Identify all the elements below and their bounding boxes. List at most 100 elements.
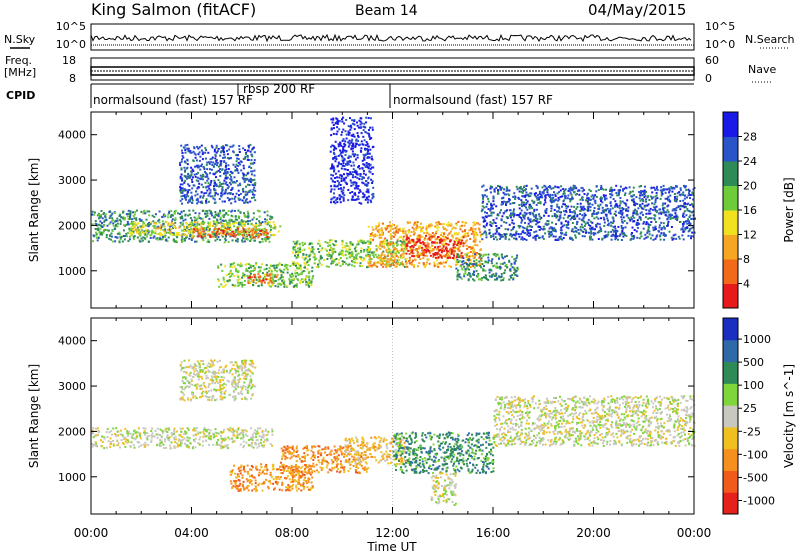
velocity-colorbar-tick-5: -100 — [743, 448, 768, 461]
date-title: 04/May/2015 — [588, 1, 686, 19]
freq-tick-high: 18 — [62, 54, 76, 67]
velocity-colorbar-segment-2 — [723, 449, 738, 471]
velocity-colorbar-segment-0 — [723, 492, 738, 514]
velocity-region-7 — [493, 395, 695, 447]
nsearch-label: N.Search — [745, 33, 795, 46]
power-colorbar-segment-5 — [723, 161, 738, 186]
freq-panel: Freq. [MHz] 18 8 60 0 Nave — [4, 54, 776, 85]
power-ytick-label-1: 2000 — [58, 219, 86, 232]
nsky-line — [91, 35, 691, 41]
velocity-colorbar-segment-5 — [723, 383, 738, 405]
power-panel: 1000 2000 3000 4000 Slant Range [km] 4 8 12 16… — [27, 112, 796, 309]
cpid-label: CPID — [6, 89, 35, 102]
power-colorbar-tick-5: 24 — [743, 155, 757, 168]
freq-label-line2: [MHz] — [4, 66, 36, 79]
velocity-region-1 — [179, 359, 256, 401]
velocity-colorbar-segment-3 — [723, 427, 738, 449]
nsky-trace — [91, 35, 694, 45]
velocity-colorbar-tick-7: -1000 — [743, 494, 775, 507]
power-colorbar-segment-6 — [723, 137, 738, 162]
velocity-data-cells — [91, 318, 695, 514]
cpid-segment-3: normalsound (fast) 157 RF — [393, 93, 553, 107]
power-colorbar-label: Power [dB] — [782, 177, 796, 242]
power-region-10 — [481, 185, 696, 241]
velocity-colorbar-tick-2: 100 — [743, 379, 764, 392]
nsky-tick-high: 10^5 — [56, 20, 86, 33]
time-tick-label-5: 20:00 — [576, 526, 611, 540]
velocity-region-0 — [91, 427, 273, 449]
velocity-region-4 — [344, 436, 406, 465]
velocity-region-6 — [431, 472, 457, 506]
velocity-colorbar-tick-1: 500 — [743, 356, 764, 369]
time-tick-labels: 00:00 04:00 08:00 12:00 16:00 20:00 00:00 — [74, 526, 712, 540]
power-region-11 — [330, 117, 375, 205]
power-region-0 — [91, 210, 273, 244]
time-axis-label: Time UT — [366, 540, 417, 554]
time-tick-label-1: 04:00 — [174, 526, 209, 540]
nsky-frame — [91, 24, 694, 50]
power-colorbar-tick-4: 20 — [743, 180, 757, 193]
cpid-row: CPID normalsound (fast) 157 RF rbsp 200 … — [6, 82, 694, 108]
velocity-region-2 — [229, 463, 313, 492]
velocity-colorbar-segment-6 — [723, 362, 738, 384]
velocity-colorbar-tick-6: -500 — [743, 471, 768, 484]
velocity-colorbar-segment-8 — [723, 318, 738, 340]
freq-tick-low: 8 — [69, 72, 76, 85]
time-tick-label-3: 12:00 — [375, 526, 410, 540]
power-region-9 — [455, 253, 519, 282]
power-ylabel: Slant Range [km] — [27, 158, 41, 262]
nsearch-tick-high: 10^5 — [705, 20, 735, 33]
nsky-panel: N.Sky 10^5 10^0 10^5 10^0 N.Search — [4, 20, 795, 51]
time-tick-label-0: 00:00 — [74, 526, 109, 540]
time-tick-label-6: 00:00 — [677, 526, 712, 540]
power-colorbar: 4 8 12 16 20 24 28 — [723, 112, 757, 309]
velocity-colorbar-tick-0: 1000 — [743, 333, 771, 346]
velocity-ytick-label-2: 3000 — [58, 380, 86, 393]
power-colorbar-tick-6: 28 — [743, 131, 757, 144]
power-colorbar-segment-2 — [723, 235, 738, 260]
velocity-colorbar-segment-7 — [723, 340, 738, 362]
velocity-colorbar-segment-4 — [723, 405, 738, 427]
time-tick-label-2: 08:00 — [275, 526, 310, 540]
power-region-3 — [179, 144, 256, 205]
power-ytick-label-3: 4000 — [58, 129, 86, 142]
power-data-cells — [91, 112, 696, 308]
power-colorbar-tick-0: 4 — [743, 278, 750, 291]
power-colorbar-segment-0 — [723, 284, 738, 309]
power-colorbar-tick-1: 8 — [743, 253, 750, 266]
power-ytick-label-2: 3000 — [58, 174, 86, 187]
velocity-region-5 — [393, 432, 495, 475]
velocity-ytick-label-0: 1000 — [58, 471, 86, 484]
velocity-colorbar-label: Velocity [m s^-1] — [782, 364, 796, 468]
velocity-ytick-label-3: 4000 — [58, 335, 86, 348]
power-colorbar-segment-7 — [723, 112, 738, 137]
power-ytick-label-0: 1000 — [58, 265, 86, 278]
power-colorbar-segment-1 — [723, 259, 738, 284]
nsky-label: N.Sky — [4, 33, 36, 46]
velocity-x-ticks — [91, 318, 694, 514]
nave-label: Nave — [748, 63, 776, 76]
station-title: King Salmon (fitACF) — [91, 0, 256, 19]
velocity-colorbar-segment-1 — [723, 470, 738, 492]
freq-frame — [91, 58, 694, 80]
power-colorbar-tick-3: 16 — [743, 204, 757, 217]
power-colorbar-segment-4 — [723, 186, 738, 211]
beam-title: Beam 14 — [355, 3, 418, 19]
nsky-tick-low: 10^0 — [56, 38, 86, 51]
nave-tick-low: 0 — [705, 72, 712, 85]
velocity-ylabel: Slant Range [km] — [27, 364, 41, 468]
nsearch-tick-low: 10^0 — [705, 38, 735, 51]
cpid-segment-1: normalsound (fast) 157 RF — [93, 93, 253, 107]
velocity-colorbar-tick-3: 25 — [743, 402, 757, 415]
cpid-segment-2: rbsp 200 RF — [243, 82, 315, 96]
time-tick-label-4: 16:00 — [476, 526, 511, 540]
power-colorbar-segment-3 — [723, 210, 738, 235]
freq-trace — [91, 67, 694, 75]
velocity-frame — [91, 318, 694, 514]
power-colorbar-tick-2: 12 — [743, 229, 757, 242]
